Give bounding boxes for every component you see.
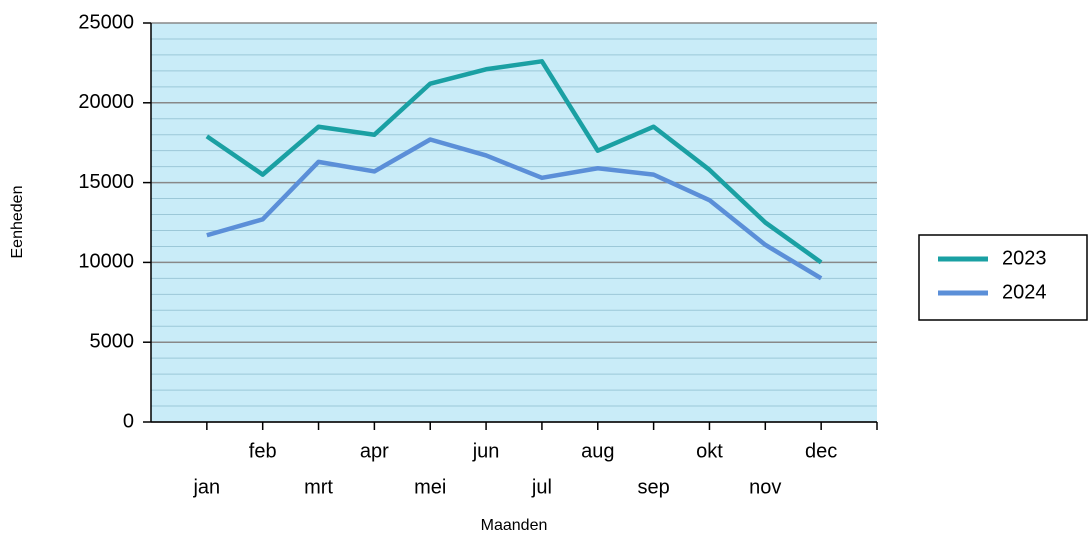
legend-label: 2023 <box>1002 247 1047 269</box>
x-tick-label: sep <box>637 476 669 498</box>
y-tick-label: 20000 <box>78 91 134 113</box>
plot-area <box>151 23 877 422</box>
legend-label: 2024 <box>1002 281 1047 303</box>
x-tick-label: okt <box>696 440 723 462</box>
x-tick-label: jan <box>192 476 220 498</box>
x-tick-label: jun <box>472 440 500 462</box>
x-tick-label: apr <box>360 440 389 462</box>
x-tick-label: mei <box>414 476 446 498</box>
x-tick-label: aug <box>581 440 614 462</box>
y-tick-label: 10000 <box>78 251 134 273</box>
x-tick-label: mrt <box>304 476 333 498</box>
legend <box>918 234 1088 321</box>
x-tick-label: dec <box>805 440 837 462</box>
x-tick-label: jul <box>531 476 552 498</box>
series-line <box>205 59 823 265</box>
y-tick-label: 0 <box>123 410 134 432</box>
y-tick-label: 5000 <box>90 330 135 352</box>
x-axis-label: Maanden <box>481 517 548 534</box>
y-axis-label: Eenheden <box>9 186 26 259</box>
x-tick-label: feb <box>249 440 277 462</box>
y-tick-label: 15000 <box>78 171 134 193</box>
series-line <box>206 137 823 281</box>
x-tick-label: nov <box>749 476 781 498</box>
y-tick-label: 25000 <box>78 11 134 33</box>
